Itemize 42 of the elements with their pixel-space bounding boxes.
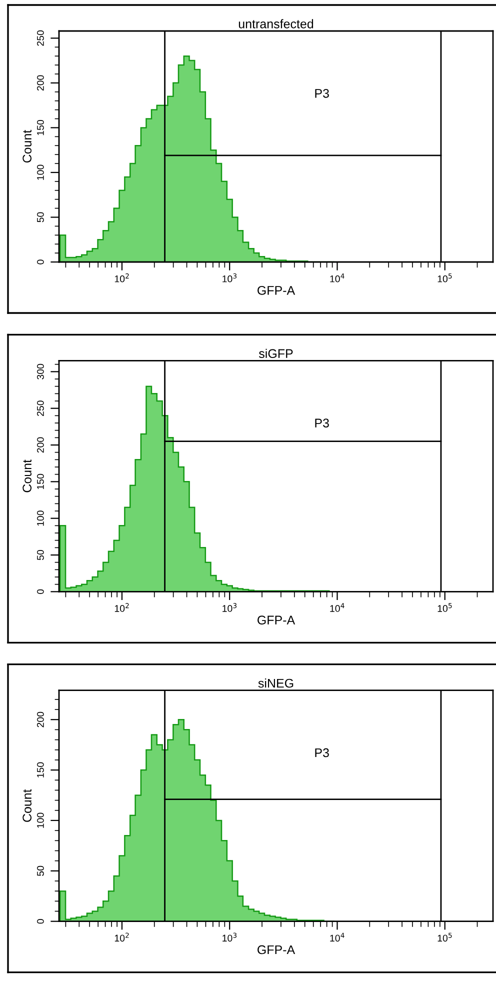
x-tick-label: 10$^{2}$ [114, 273, 129, 282]
x-tick-label: 10$^{5}$ [438, 932, 452, 942]
y-tick-label: 150 [37, 762, 44, 778]
ref-line-label: P3 [315, 748, 329, 758]
y-tick-label: 200 [37, 75, 44, 91]
x-tick-label: 10$^{4}$ [330, 932, 344, 942]
x-axis-title: GFP-A [258, 616, 296, 624]
x-tick-label: 10$^{3}$ [222, 273, 237, 282]
y-axis-title: Count [22, 130, 32, 163]
y-tick-label: 200 [37, 437, 44, 453]
y-tick-label: 0 [37, 919, 44, 924]
y-tick-label: 200 [37, 712, 44, 728]
y-tick-label: 300 [37, 364, 44, 380]
y-tick-label: 0 [37, 260, 44, 264]
y-tick-label: 100 [37, 812, 44, 828]
y-tick-label: 50 [37, 866, 44, 876]
ref-line-label: P3 [315, 418, 329, 428]
y-tick-label: 250 [37, 30, 44, 46]
x-axis-title: GFP-A [258, 945, 296, 954]
y-tick-label: 0 [37, 589, 44, 594]
x-tick-label: 10$^{3}$ [222, 932, 237, 942]
x-tick-label: 10$^{4}$ [330, 603, 344, 612]
chart-title: siNEG [258, 678, 294, 688]
x-tick-label: 10$^{2}$ [114, 603, 129, 612]
x-tick-label: 10$^{5}$ [438, 603, 452, 612]
y-tick-label: 100 [37, 164, 44, 180]
y-tick-label: 150 [37, 120, 44, 136]
y-tick-label: 50 [37, 550, 44, 560]
y-tick-label: 50 [37, 212, 44, 222]
y-tick-label: 150 [37, 474, 44, 490]
chart-title: untransfected [238, 19, 314, 28]
y-tick-label: 250 [37, 400, 44, 416]
y-tick-label: 100 [37, 510, 44, 526]
ref-line-label: P3 [315, 88, 329, 98]
x-tick-label: 10$^{5}$ [438, 273, 452, 282]
y-axis-title: Count [22, 789, 32, 822]
x-tick-label: 10$^{2}$ [114, 932, 129, 942]
x-axis-title: GFP-A [258, 286, 296, 295]
x-tick-label: 10$^{4}$ [330, 273, 344, 282]
chart-title: siGFP [258, 348, 293, 358]
x-tick-label: 10$^{3}$ [222, 603, 237, 612]
y-axis-title: Count [22, 460, 32, 492]
